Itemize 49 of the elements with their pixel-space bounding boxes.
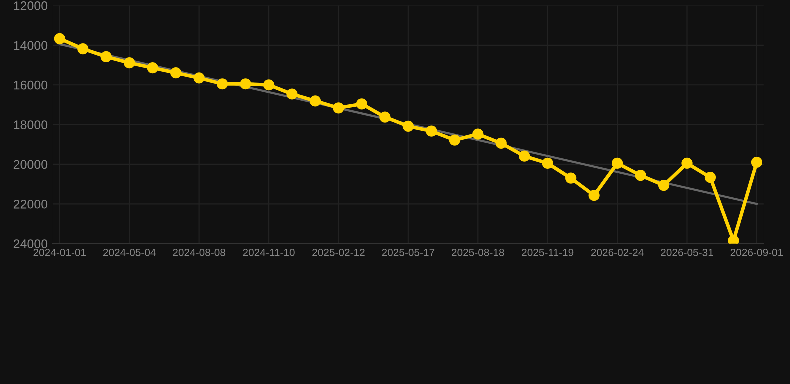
point — [100, 51, 112, 63]
point — [124, 58, 136, 69]
y-tick-label: 22000 — [14, 200, 48, 209]
point — [402, 120, 414, 132]
y-tick-label: 20000 — [14, 160, 48, 170]
point — [194, 72, 205, 84]
point — [542, 158, 554, 170]
x-tick-label: 2026-02-24 — [591, 248, 644, 256]
y-tick-label: 24000 — [14, 240, 48, 248]
point — [682, 158, 693, 170]
point — [356, 98, 368, 110]
point — [286, 88, 298, 100]
point — [147, 62, 158, 74]
point — [658, 180, 670, 192]
x-tick-label: 2025-05-17 — [382, 248, 435, 256]
point — [519, 150, 530, 162]
point — [496, 138, 507, 150]
point — [78, 43, 89, 55]
point — [333, 102, 344, 114]
x-tick-label: 2025-11-19 — [522, 248, 574, 256]
point — [635, 170, 646, 182]
y-tick-label: 16000 — [14, 80, 48, 90]
point — [566, 172, 577, 184]
x-tick-label: 2025-08-18 — [452, 248, 504, 256]
point — [54, 33, 66, 44]
point — [216, 78, 228, 90]
point — [751, 156, 763, 168]
x-tick-label: 2026-05-31 — [661, 248, 714, 256]
point — [240, 78, 252, 90]
point — [310, 96, 322, 107]
x-tick-label: 2024-08-08 — [173, 248, 226, 256]
x-tick-label: 2025-02-12 — [312, 248, 365, 256]
point — [472, 128, 484, 140]
x-tick-label: 2024-05-04 — [103, 248, 156, 256]
point — [588, 190, 600, 202]
point — [170, 67, 182, 79]
point — [380, 112, 391, 123]
x-tick-label: 2024-01-01 — [34, 248, 86, 256]
point — [728, 235, 740, 244]
x-tick-label: 2026-09-01 — [730, 248, 784, 256]
y-tick-label: 14000 — [14, 41, 48, 50]
y-tick-label: 12000 — [14, 2, 48, 10]
y-tick-label: 18000 — [14, 120, 48, 130]
x-tick-label: 2024-11-10 — [243, 248, 295, 256]
point — [426, 126, 438, 137]
point — [704, 172, 716, 184]
point — [449, 134, 460, 146]
point — [263, 80, 275, 91]
point — [612, 158, 624, 170]
